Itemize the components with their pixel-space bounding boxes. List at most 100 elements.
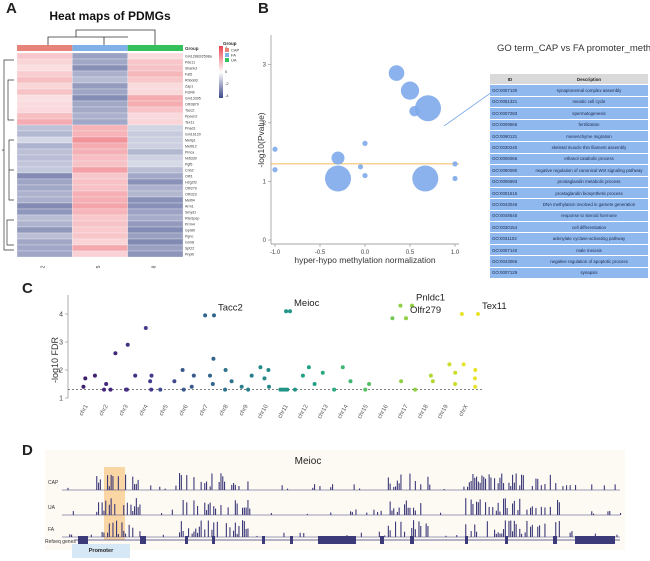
heatmap-cell [16,82,73,90]
heatmap-cell [16,148,73,156]
bubble-x-tick-label: -1.0 [270,250,281,256]
heatmap-cell [16,232,73,240]
go-table-row: GO:0030240 skeletal muscle thin filament … [490,141,648,154]
heatmap-cell [16,124,73,132]
signal-bar [243,507,245,515]
heatmap-row-label: Gpr80 [185,229,195,233]
fdr-gene-point [476,312,480,316]
gene-track-label: Refseq genes [45,539,76,545]
heatmap-chart: Heat maps of PDMGs Group Gm12883/2598a Pde… [2,9,240,268]
fdr-point [285,387,290,392]
heatmap-cell [16,184,73,192]
signal-bar [594,533,596,537]
signal-bar [558,502,560,515]
gene-exon [212,536,215,544]
go-table-row: GO:0007130 synaptonemal complex assembly [490,84,648,97]
fdr-point [229,379,234,384]
go-table-row: GO:0031102 adenylate cyclase-activating p… [490,232,648,245]
heatmap-cell [72,202,128,210]
fdr-point [148,379,153,384]
signal-bar [400,521,402,537]
signal-bar [186,502,188,515]
group-bar-cell [127,45,183,51]
signal-bar [420,503,422,515]
signal-bar [465,524,467,537]
heatmap-cell [72,124,128,132]
signal-bar [330,512,332,515]
signal-bar [535,507,537,515]
signal-bar [121,522,123,537]
signal-bar [256,535,258,537]
go-table-row: GO:0090131 mesenchyme migration [490,130,648,143]
signal-bar [485,502,487,515]
fdr-point [125,342,130,347]
signal-bar [186,475,188,490]
signal-bar [539,525,541,537]
signal-bar [175,485,177,490]
signal-bar [544,507,546,515]
fdr-point [223,387,228,392]
bubble-point [272,167,278,173]
bubble-x-tick-label: 0.0 [361,250,370,256]
fdr-point [473,384,478,389]
track-label: UA [48,505,56,511]
fdr-chromosome-label: chr2 [99,403,110,417]
signal-bar [389,483,391,490]
fdr-point [133,373,138,378]
go-table-description-cell: spermatogenesis [530,107,648,120]
fdr-point [280,387,285,392]
bubble-point [362,140,368,146]
signal-bar [69,534,71,537]
go-table-id-cell: GO:0007129 [490,267,530,280]
signal-bar [620,512,622,515]
go-table-row: GO:0007129 synapsis [490,267,648,280]
go-table-id-cell: GO:0007130 [490,84,530,97]
signal-bar [488,506,490,515]
heatmap-cell [72,244,128,252]
heatmap-cell [127,136,184,144]
signal-bar [204,483,206,490]
fdr-gene-label: Tex11 [482,301,507,312]
signal-bar [193,500,195,515]
heatmap-row-label: Rhbdd3 [185,79,198,83]
group-bar-cell [72,45,128,51]
go-table-id-cell: GO:0030154 [490,221,530,234]
signal-bar [420,525,422,537]
heatmap-cell [16,220,73,228]
signal-bar [387,525,389,537]
heatmap-row-label: Fstl4b [185,91,195,95]
fdr-point [340,365,345,370]
signal-bar [215,508,217,515]
signal-bar [537,526,539,537]
signal-tracks: CAP UA FA [48,473,622,538]
fdr-point [191,373,196,378]
signal-bar [204,502,206,515]
signal-bar [479,499,481,515]
go-table-description-cell: fertilization [530,119,648,131]
gene-exon [262,536,265,544]
signal-bar [150,485,152,490]
heatmap-cell [127,190,184,198]
fdr-point [203,313,208,318]
go-table-description-cell: synaptonemal complex assembly [530,84,648,97]
signal-bar [135,483,137,490]
signal-bar [287,488,289,490]
signal-bar [414,481,416,490]
heatmap-cell [16,250,73,258]
signal-bar [107,475,109,490]
heatmap-cell [72,232,128,240]
heatmap-cell [127,208,184,216]
signal-bar [497,502,499,515]
signal-bar [495,533,497,537]
signal-bar [135,498,137,515]
heatmap-cell [72,76,128,84]
heatmap-cell [16,142,73,150]
signal-bar [96,476,98,490]
signal-bar [566,485,568,490]
fdr-chromosome-label: chr8 [219,403,230,417]
heatmap-cell [72,118,128,126]
signal-bar [490,477,492,490]
fdr-point [181,387,186,392]
heatmap-cell [72,214,128,222]
